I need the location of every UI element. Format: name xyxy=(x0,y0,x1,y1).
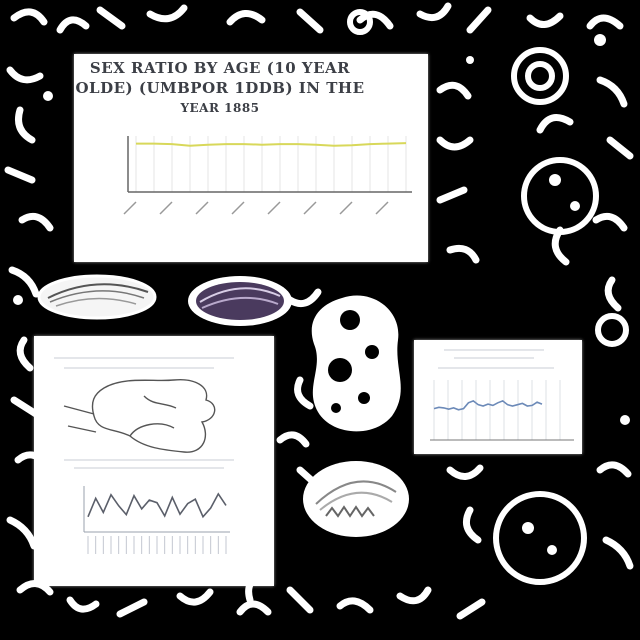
small-chart-series-line xyxy=(433,399,543,411)
main-chart-title-line-1: SEX RATIO BY AGE (10 YEAR xyxy=(89,59,351,77)
shell-shape xyxy=(303,461,409,537)
main-chart-tick-label-mark xyxy=(159,201,173,215)
main-chart-tick-label-mark xyxy=(267,201,281,215)
main-chart-tick-label-mark xyxy=(375,201,389,215)
left-lens-shape xyxy=(37,274,157,320)
map-outline xyxy=(91,379,216,453)
main-chart-plot xyxy=(123,136,412,215)
main-chart-title-line-3: YEAR 1885 xyxy=(180,101,260,115)
organic-blob-shape xyxy=(311,295,401,432)
main-chart-title-line-2: OLDE) (UMBPOR 1DDB) IN THE xyxy=(75,79,365,97)
main-chart-tick-label-mark xyxy=(303,201,317,215)
main-chart-tick-label-mark xyxy=(195,201,209,215)
main-chart-tick-label-mark xyxy=(339,201,353,215)
main-chart-series-line xyxy=(136,142,407,147)
main-chart-tick-label-mark xyxy=(123,201,137,215)
center-lens-shape xyxy=(188,276,292,326)
map-card-series-line xyxy=(87,492,227,519)
map-card xyxy=(34,336,274,586)
main-chart-card xyxy=(74,54,428,262)
small-chart-plot xyxy=(430,349,574,441)
small-chart-card xyxy=(414,340,582,454)
main-chart-title: SEX RATIO BY AGE (10 YEAR OLDE) (UMBPOR … xyxy=(40,58,400,118)
map-card-content xyxy=(54,357,234,554)
main-chart-tick-label-mark xyxy=(231,201,245,215)
